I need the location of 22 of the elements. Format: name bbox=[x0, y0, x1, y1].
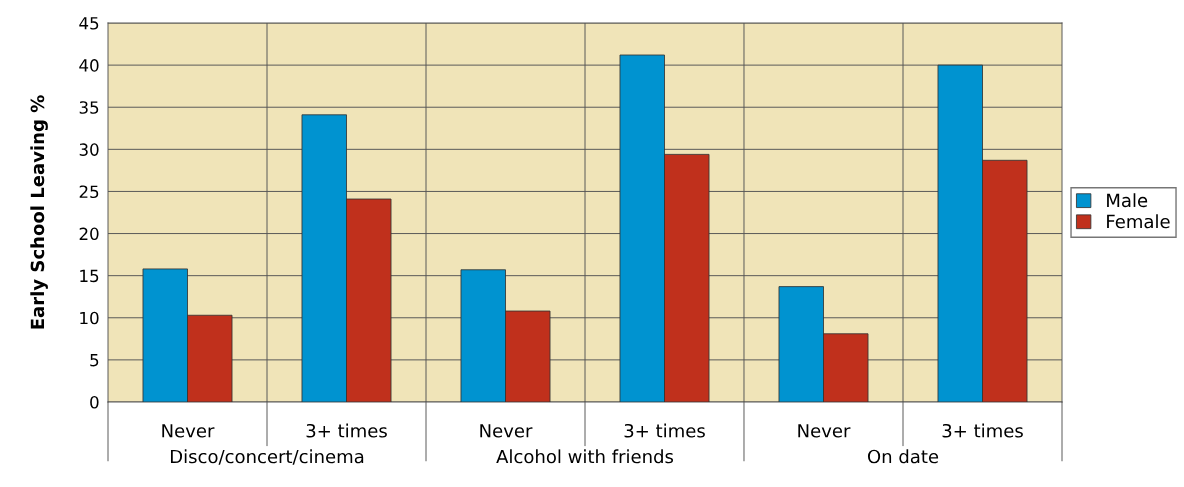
y-tick-label: 30 bbox=[79, 143, 99, 156]
y-tick-label: 40 bbox=[79, 59, 99, 72]
y-tick-label: 10 bbox=[80, 311, 99, 325]
text: Alcohol with friends bbox=[496, 449, 674, 464]
x-tick-label: Never bbox=[798, 424, 851, 438]
y-tick-label: 5 bbox=[90, 354, 99, 367]
x-tick-label: 3+ times bbox=[624, 423, 705, 438]
y-tick-label: 15 bbox=[80, 269, 99, 283]
text: Disco/concert/cinema bbox=[170, 449, 364, 465]
x-tick-label: Never bbox=[480, 424, 533, 438]
x-tick-label: 3+ times bbox=[306, 423, 387, 438]
y-tick-label: 35 bbox=[79, 101, 99, 114]
text: On date bbox=[867, 449, 939, 464]
y-tick-label: 25 bbox=[79, 185, 99, 199]
y-tick-label: 0 bbox=[90, 395, 99, 409]
y-axis-title: Early School Leaving % bbox=[30, 95, 48, 329]
y-tick-label: 45 bbox=[79, 17, 99, 30]
legend-label: Female bbox=[1107, 214, 1170, 229]
x-tick-label: 3+ times bbox=[942, 423, 1023, 438]
legend-label: Male bbox=[1107, 193, 1148, 208]
y-tick-label: 20 bbox=[79, 227, 99, 241]
x-tick-label: Never bbox=[162, 424, 215, 438]
